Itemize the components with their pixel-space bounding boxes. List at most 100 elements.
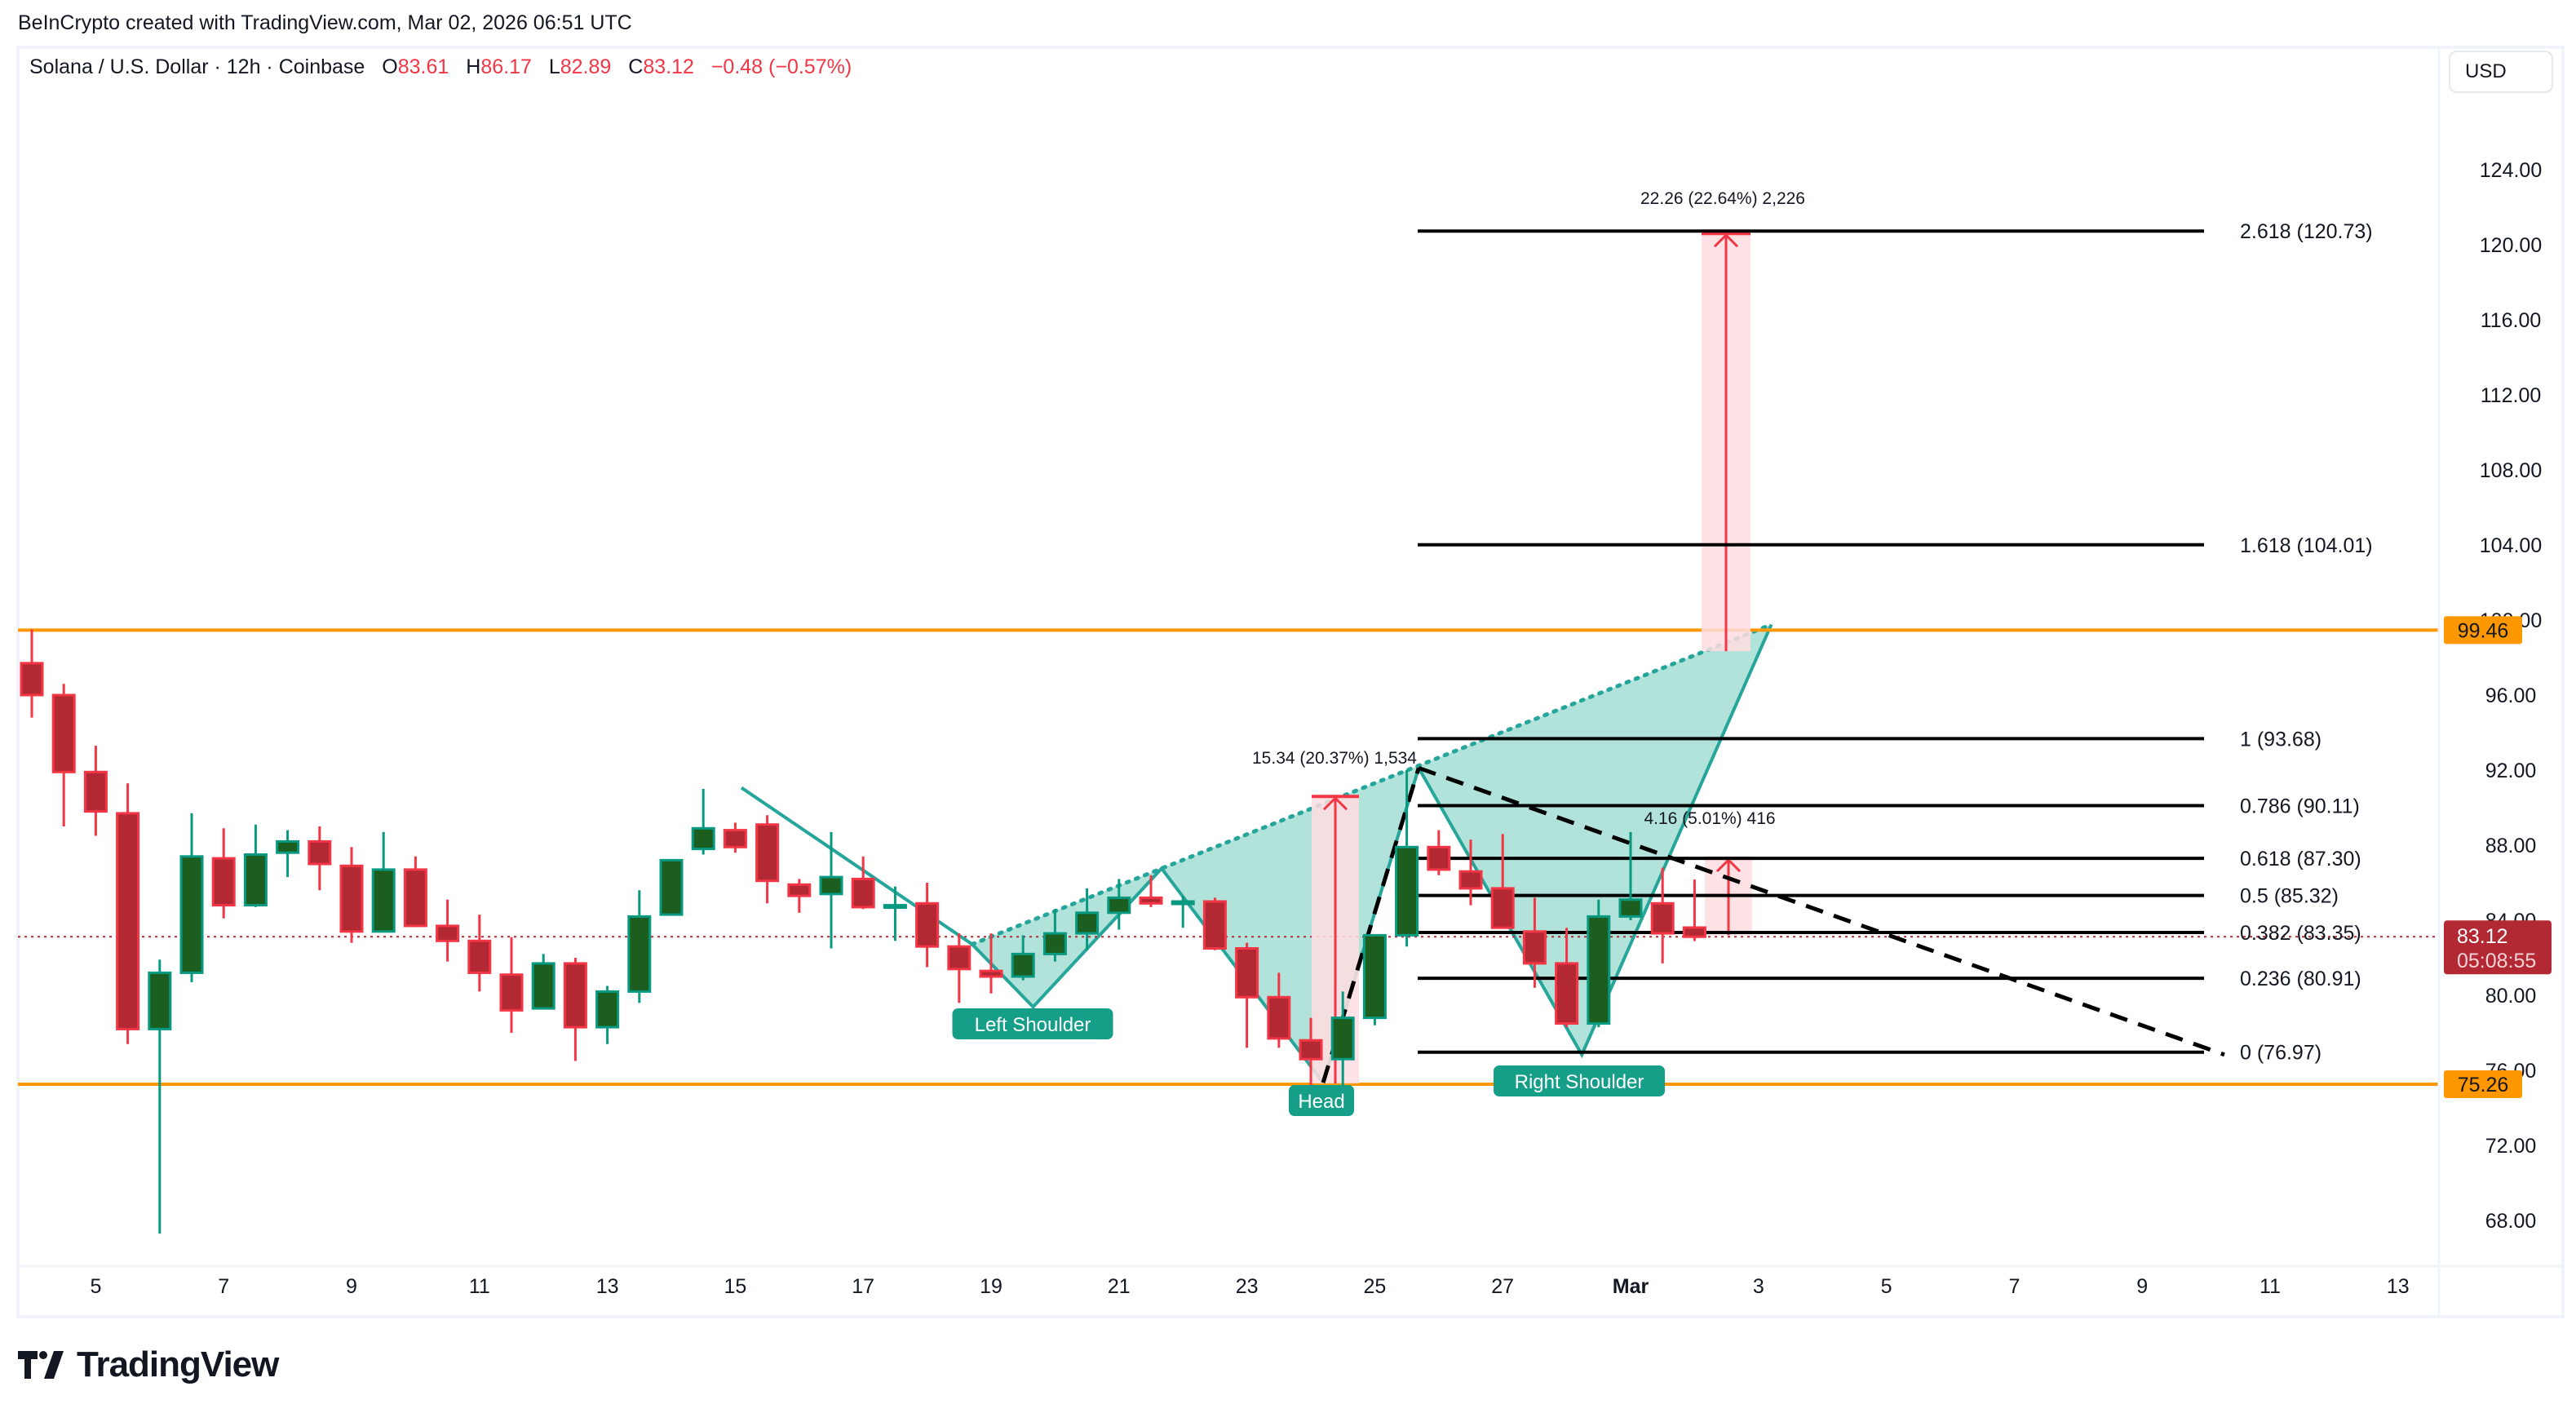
candle-body — [403, 868, 427, 928]
candle-down[interactable] — [308, 826, 332, 891]
candle-up[interactable] — [1618, 831, 1643, 920]
candle-up[interactable] — [371, 831, 396, 933]
tradingview-logo[interactable]: TradingView — [18, 1344, 279, 1385]
candle-body — [1107, 896, 1131, 915]
candle-down[interactable] — [1235, 942, 1259, 1048]
fib-level-label: 0.382 (83.35) — [2240, 922, 2361, 945]
candle-up[interactable] — [1107, 879, 1131, 930]
chart-pane[interactable]: 22.26 (22.64%) 2,226 15.34 (20.37%) 1,534… — [18, 189, 2439, 1234]
candle-body — [371, 868, 396, 933]
candle-up[interactable] — [276, 830, 300, 878]
candle-body — [499, 973, 524, 1012]
candle-up[interactable] — [1395, 770, 1419, 947]
candle-body — [1618, 898, 1643, 918]
x-tick-label: 25 — [1363, 1275, 1386, 1298]
candle-down[interactable] — [436, 899, 460, 962]
x-tick-label: 19 — [980, 1275, 1003, 1298]
candle-down[interactable] — [1139, 875, 1163, 907]
x-tick-label: 9 — [2136, 1275, 2148, 1298]
candle-body — [179, 855, 204, 974]
candle-down[interactable] — [403, 856, 427, 928]
fib-level-label: 0.618 (87.30) — [2240, 848, 2361, 870]
candle-up[interactable] — [1042, 909, 1067, 962]
symbol-title[interactable]: Solana / U.S. Dollar · 12h · Coinbase — [29, 55, 365, 78]
candle-down[interactable] — [467, 915, 492, 992]
pattern-label-badge: Right Shoulder — [1494, 1065, 1665, 1096]
y-tick-label: 120.00 — [2480, 234, 2542, 257]
high-label: H — [466, 55, 481, 78]
candle-up[interactable] — [148, 959, 172, 1234]
x-tick-label: 3 — [1753, 1275, 1764, 1298]
countdown-timer: 05:08:55 — [2457, 950, 2536, 972]
tradingview-logo-icon — [18, 1351, 64, 1379]
candle-body — [979, 969, 1003, 978]
candle-body — [1171, 900, 1195, 906]
candle-down[interactable] — [211, 828, 236, 919]
candle-down[interactable] — [723, 822, 747, 853]
candle-down[interactable] — [1267, 972, 1291, 1048]
candle-up[interactable] — [243, 824, 268, 907]
candle-up[interactable] — [531, 954, 555, 1010]
candle-up[interactable] — [659, 858, 684, 916]
candle-body — [1011, 952, 1035, 978]
candle-up[interactable] — [883, 886, 907, 941]
arrow-up-icon — [1322, 796, 1348, 811]
candle-down[interactable] — [1202, 897, 1227, 950]
currency-button[interactable]: USD — [2449, 51, 2553, 93]
badge-bg — [1494, 1065, 1665, 1096]
candle-up[interactable] — [1171, 896, 1195, 928]
candle-down[interactable] — [915, 883, 940, 968]
candle-up[interactable] — [1075, 888, 1100, 950]
candle-up[interactable] — [691, 789, 715, 855]
candle-body — [1267, 995, 1291, 1040]
candle-up[interactable] — [1587, 899, 1611, 1028]
candle-down[interactable] — [1299, 1017, 1323, 1087]
level-price-badge — [2444, 616, 2522, 644]
x-tick-label: 13 — [596, 1275, 619, 1298]
candle-up[interactable] — [627, 890, 652, 1003]
candle-down[interactable] — [1427, 830, 1451, 875]
candle-up[interactable] — [595, 986, 620, 1044]
open-label: O — [382, 55, 398, 78]
candle-down[interactable] — [1555, 928, 1579, 1028]
candle-body — [20, 662, 44, 697]
x-tick-label: Mar — [1613, 1275, 1649, 1298]
candle-down[interactable] — [499, 937, 524, 1033]
candle-up[interactable] — [1330, 991, 1355, 1095]
y-tick-label: 80.00 — [2485, 985, 2537, 1008]
fib-anchor-line — [1321, 767, 1421, 1083]
x-tick-label: 17 — [852, 1275, 874, 1298]
candle-down[interactable] — [979, 933, 1003, 994]
fib-level-label: 0.5 (85.32) — [2240, 885, 2339, 908]
candle-down[interactable] — [755, 815, 780, 904]
candle-down[interactable] — [1650, 867, 1675, 963]
candle-down[interactable] — [1458, 839, 1483, 906]
candle-up[interactable] — [1362, 933, 1387, 1025]
candle-down[interactable] — [339, 847, 364, 943]
candle-body — [1395, 845, 1419, 937]
candle-down[interactable] — [1522, 897, 1547, 988]
candle-down[interactable] — [787, 879, 812, 913]
candle-up[interactable] — [819, 831, 843, 949]
y-tick-label: 112.00 — [2481, 384, 2542, 407]
x-tick-label: 15 — [724, 1275, 746, 1298]
candle-down[interactable] — [20, 629, 44, 718]
candle-down[interactable] — [1490, 834, 1515, 929]
candle-down[interactable] — [563, 958, 587, 1061]
candle-body — [1682, 926, 1706, 938]
candle-up[interactable] — [1011, 935, 1035, 981]
open-value: 83.61 — [397, 55, 449, 78]
candle-down[interactable] — [51, 684, 76, 826]
fib-level-label: 1.618 (104.01) — [2240, 534, 2373, 557]
candle-down[interactable] — [1682, 879, 1706, 941]
candle-body — [1235, 947, 1259, 999]
candle-down[interactable] — [851, 856, 875, 910]
candle-down[interactable] — [947, 933, 972, 1003]
y-tick-label: 116.00 — [2481, 309, 2542, 332]
x-tick-label: 13 — [2387, 1275, 2410, 1298]
candle-up[interactable] — [179, 813, 204, 982]
candle-down[interactable] — [116, 783, 140, 1044]
candle-down[interactable] — [83, 746, 108, 836]
measure-label: 22.26 (22.64%) 2,226 — [1640, 189, 1805, 208]
